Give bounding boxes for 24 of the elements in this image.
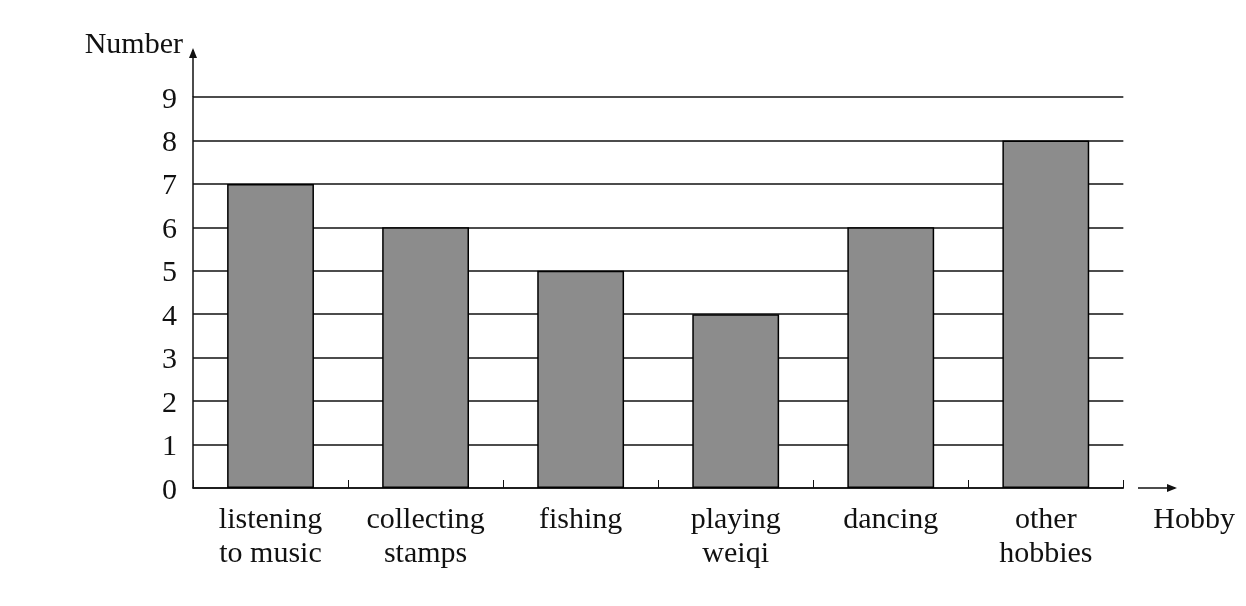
x-tick-label: playing weiqi [690, 500, 781, 568]
bar [847, 227, 935, 488]
y-tick-label: 7 [162, 167, 177, 201]
bar [537, 270, 625, 488]
y-axis-title: Number [84, 25, 183, 59]
bar [227, 183, 314, 488]
x-tick-label: other hobbies [999, 500, 1093, 568]
bar [1002, 140, 1090, 488]
y-tick-label: 0 [162, 471, 177, 505]
y-tick-label: 4 [162, 297, 177, 331]
x-axis-title: Hobby [1153, 500, 1236, 534]
y-tick-label: 2 [162, 384, 177, 418]
y-tick-label: 9 [162, 80, 177, 114]
y-tick-label: 6 [162, 210, 177, 244]
y-tick-label: 3 [162, 341, 177, 375]
y-tick-label: 5 [162, 254, 177, 288]
bar [382, 227, 469, 488]
x-tick-label: listening to music [218, 500, 323, 568]
y-tick-label: 1 [162, 428, 177, 462]
bar [692, 314, 780, 488]
x-tick-label: dancing [843, 500, 939, 534]
x-tick-label: collecting stamps [366, 500, 485, 568]
y-tick-label: 8 [162, 123, 177, 157]
x-tick-label: fishing [538, 500, 623, 534]
